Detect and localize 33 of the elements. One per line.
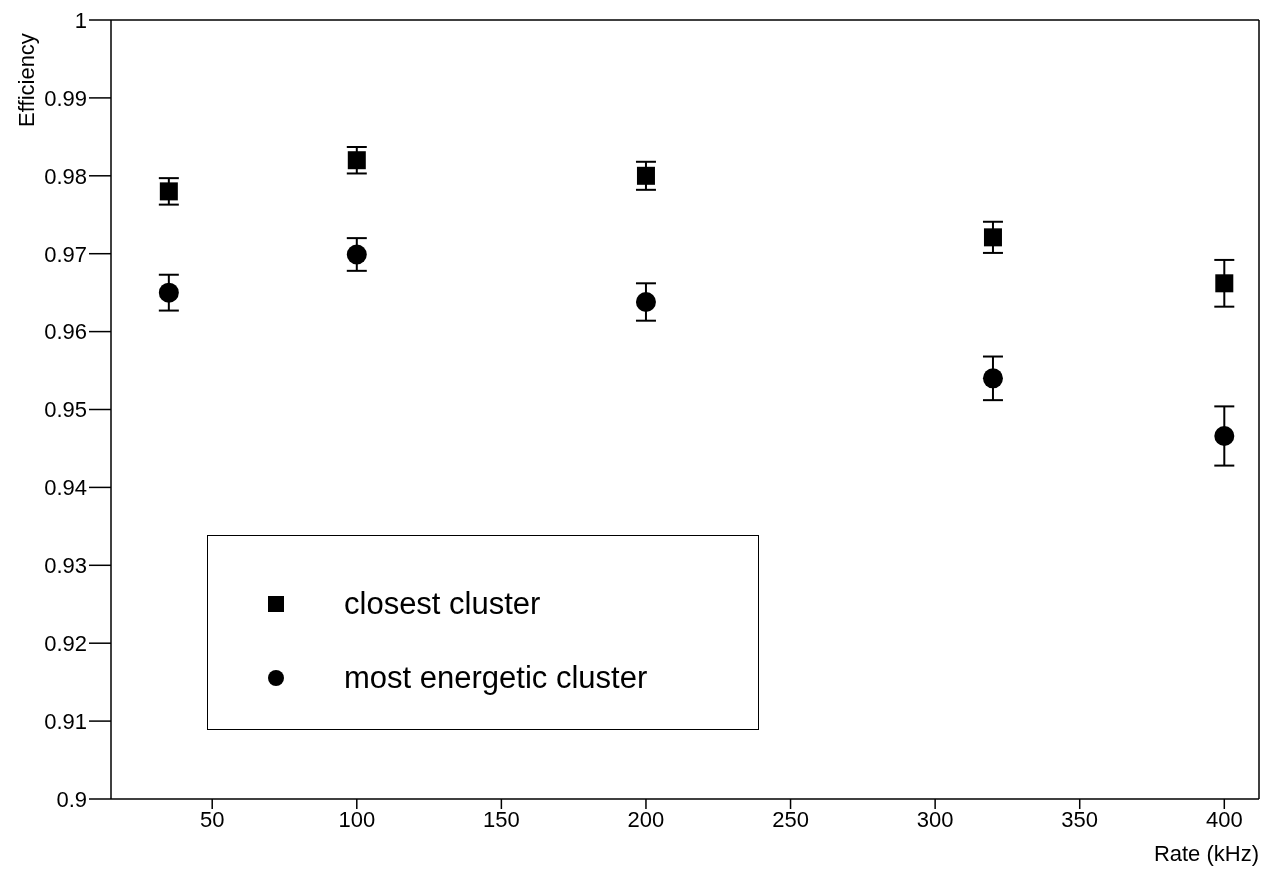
x-tick-label: 200 xyxy=(627,806,665,832)
y-axis-title: Efficiency xyxy=(13,33,39,127)
point xyxy=(635,292,656,312)
point xyxy=(982,368,1003,389)
y-tick-label: 0.96 xyxy=(44,319,87,345)
y-tick-label: 0.93 xyxy=(44,553,87,579)
legend-label: closest cluster xyxy=(344,586,541,622)
y-tick-label: 0.97 xyxy=(44,241,87,267)
x-tick-label: 350 xyxy=(1061,806,1099,832)
point xyxy=(636,166,655,185)
y-tick-label: 0.92 xyxy=(44,631,87,657)
x-tick-label: 100 xyxy=(338,806,376,832)
point xyxy=(1214,425,1235,446)
y-tick-label: 0.9 xyxy=(56,786,87,812)
y-tick-label: 1 xyxy=(74,7,87,33)
y-tick-label: 0.98 xyxy=(44,163,87,189)
x-tick-label: 400 xyxy=(1205,806,1243,832)
y-tick-label: 0.91 xyxy=(44,708,87,734)
point xyxy=(346,244,367,265)
legend-label: most energetic cluster xyxy=(344,660,648,696)
y-tick-label: 0.94 xyxy=(44,475,87,501)
point xyxy=(158,282,179,303)
point xyxy=(159,182,178,201)
x-tick-label: 250 xyxy=(772,806,809,832)
x-tick-label: 50 xyxy=(199,806,225,832)
y-tick-label: 0.95 xyxy=(44,397,87,423)
point xyxy=(983,228,1002,247)
x-tick-label: 300 xyxy=(916,806,954,832)
x-axis-title: Rate (kHz) xyxy=(1153,841,1259,866)
y-tick-label: 0.99 xyxy=(44,85,87,111)
point xyxy=(1215,274,1234,293)
point xyxy=(347,151,366,170)
x-tick-label: 150 xyxy=(483,806,520,832)
